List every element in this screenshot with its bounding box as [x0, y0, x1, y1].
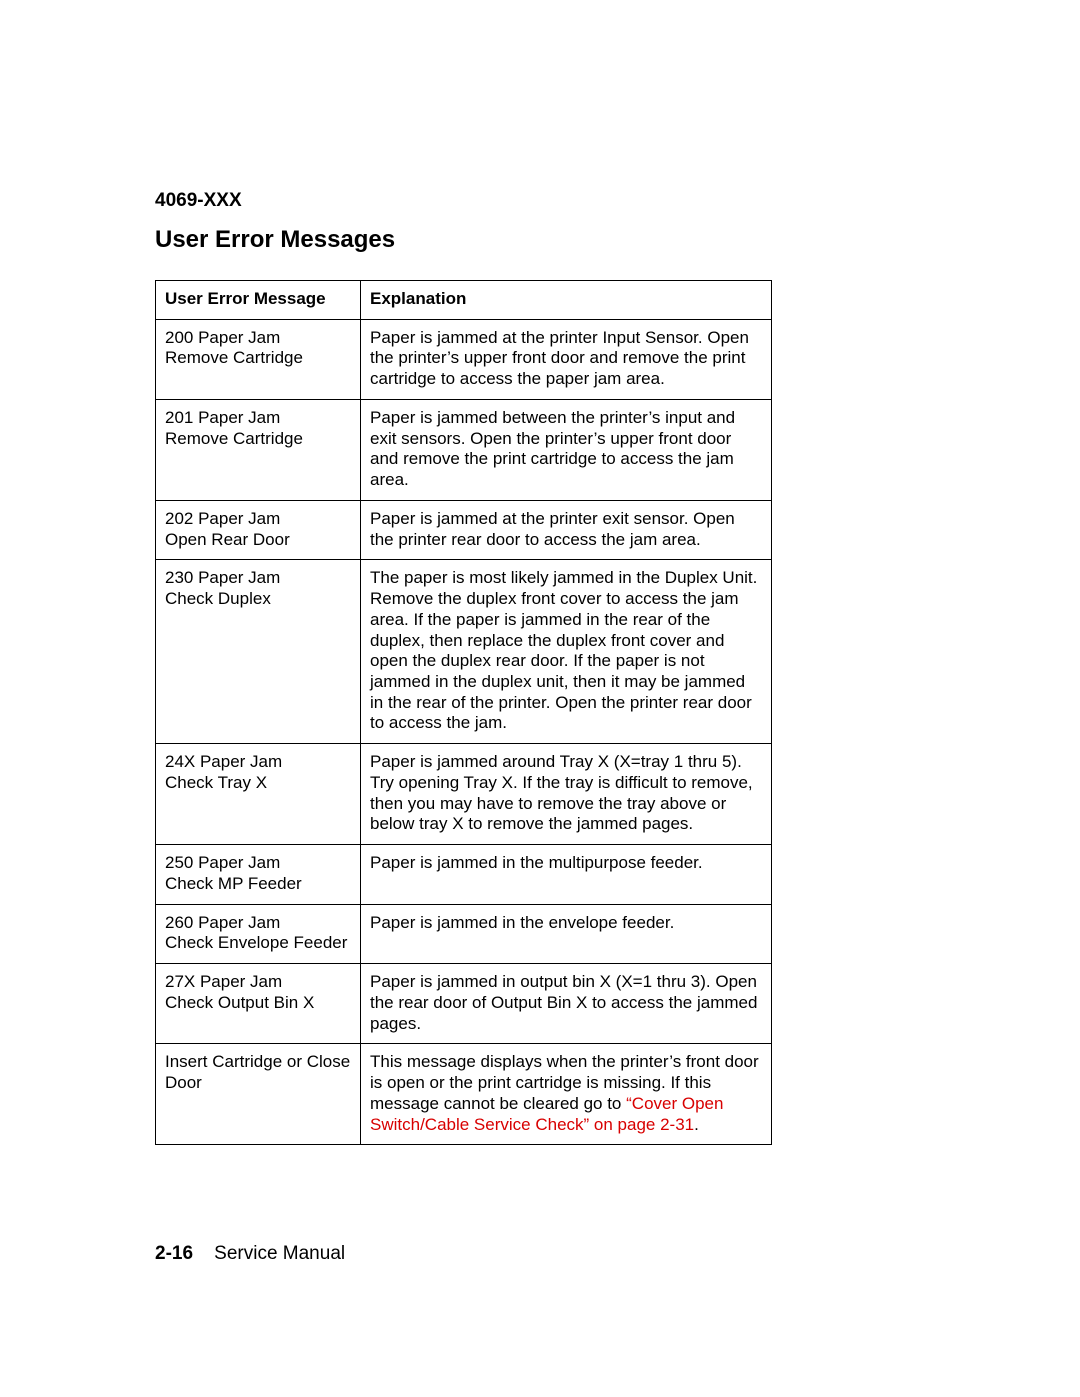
document-page: 4069-XXX User Error Messages User Error …: [0, 0, 1080, 1397]
table-body: 200 Paper JamRemove CartridgePaper is ja…: [156, 319, 772, 1145]
explanation-cell: Paper is jammed in the envelope feeder.: [361, 904, 772, 963]
explanation-cell: Paper is jammed between the printer’s in…: [361, 399, 772, 500]
table-header-row: User Error Message Explanation: [156, 281, 772, 320]
table-row: 200 Paper JamRemove CartridgePaper is ja…: [156, 319, 772, 399]
explanation-cell: Paper is jammed around Tray X (X=tray 1 …: [361, 744, 772, 845]
section-title: User Error Messages: [155, 226, 930, 254]
explanation-cell: Paper is jammed in output bin X (X=1 thr…: [361, 964, 772, 1044]
footer-separator: [198, 1243, 209, 1264]
footer-label: Service Manual: [214, 1243, 345, 1264]
explanation-cell: Paper is jammed at the printer exit sens…: [361, 500, 772, 559]
table-row: 201 Paper JamRemove CartridgePaper is ja…: [156, 399, 772, 500]
page-number: 2-16: [155, 1243, 193, 1264]
error-message-cell: 201 Paper JamRemove Cartridge: [156, 399, 361, 500]
table-row: 230 Paper JamCheck DuplexThe paper is mo…: [156, 560, 772, 744]
table-row: Insert Cartridge or Close DoorThis messa…: [156, 1044, 772, 1145]
explanation-cell: The paper is most likely jammed in the D…: [361, 560, 772, 744]
error-message-cell: 24X Paper JamCheck Tray X: [156, 744, 361, 845]
document-code: 4069-XXX: [155, 190, 930, 212]
table-row: 24X Paper JamCheck Tray XPaper is jammed…: [156, 744, 772, 845]
table-row: 202 Paper JamOpen Rear DoorPaper is jamm…: [156, 500, 772, 559]
error-message-cell: 27X Paper JamCheck Output Bin X: [156, 964, 361, 1044]
explanation-cell: This message displays when the printer’s…: [361, 1044, 772, 1145]
explanation-cell: Paper is jammed at the printer Input Sen…: [361, 319, 772, 399]
page-footer: 2-16 Service Manual: [155, 1243, 345, 1265]
error-messages-table: User Error Message Explanation 200 Paper…: [155, 280, 772, 1145]
error-message-cell: Insert Cartridge or Close Door: [156, 1044, 361, 1145]
table-row: 27X Paper JamCheck Output Bin XPaper is …: [156, 964, 772, 1044]
explanation-cell: Paper is jammed in the multipurpose feed…: [361, 845, 772, 904]
column-header-message: User Error Message: [156, 281, 361, 320]
column-header-explanation: Explanation: [361, 281, 772, 320]
error-message-cell: 200 Paper JamRemove Cartridge: [156, 319, 361, 399]
table-row: 250 Paper JamCheck MP FeederPaper is jam…: [156, 845, 772, 904]
error-message-cell: 260 Paper JamCheck Envelope Feeder: [156, 904, 361, 963]
cross-reference-link[interactable]: “Cover Open Switch/Cable Service Check” …: [370, 1094, 723, 1134]
error-message-cell: 230 Paper JamCheck Duplex: [156, 560, 361, 744]
table-row: 260 Paper JamCheck Envelope FeederPaper …: [156, 904, 772, 963]
error-message-cell: 202 Paper JamOpen Rear Door: [156, 500, 361, 559]
error-message-cell: 250 Paper JamCheck MP Feeder: [156, 845, 361, 904]
